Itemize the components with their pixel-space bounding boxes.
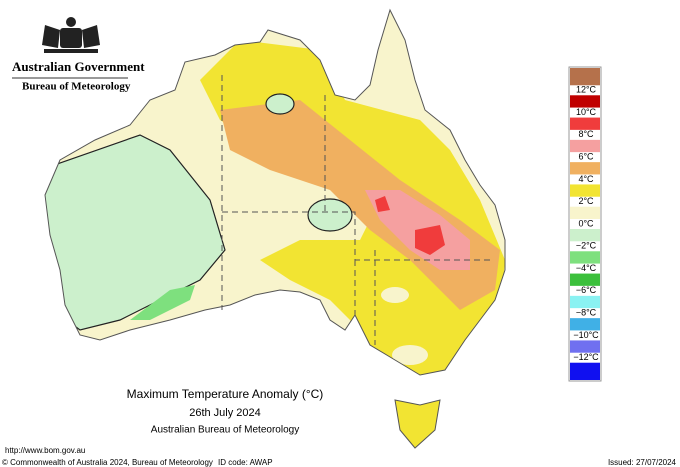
legend-swatch [570, 117, 600, 130]
legend-label: 2°C [578, 196, 594, 206]
legend-swatch [570, 95, 600, 108]
legend-swatch [570, 295, 600, 309]
legend-label: −12°C [573, 352, 599, 362]
legend-swatch [570, 139, 600, 153]
legend-label: 10°C [576, 107, 597, 117]
legend-label: 8°C [578, 129, 594, 139]
legend-swatch [570, 362, 600, 380]
legend-swatch [570, 340, 600, 353]
map-date: 26th July 2024 [189, 407, 261, 419]
legend-label: −8°C [576, 308, 597, 318]
legend-label: −10°C [573, 330, 599, 340]
legend-swatch [570, 68, 600, 86]
map-source: Australian Bureau of Meteorology [151, 425, 299, 436]
coastline [44, 8, 506, 449]
header-title: Australian Government [12, 59, 145, 74]
legend-swatch [570, 273, 600, 286]
legend-label: 6°C [578, 152, 594, 162]
legend-swatch [570, 162, 600, 175]
footer-url: http://www.bom.gov.au [5, 446, 85, 455]
legend-label: 4°C [578, 174, 594, 184]
header-subtitle: Bureau of Meteorology [22, 81, 131, 93]
legend-swatch [570, 206, 600, 219]
legend-swatch [570, 318, 600, 331]
footer-id-code: ID code: AWAP [218, 458, 273, 467]
coat-of-arms [42, 17, 100, 53]
legend-label: −4°C [576, 263, 597, 273]
state-borders [221, 75, 490, 345]
legend-label: 12°C [576, 85, 597, 95]
footer-copyright: © Commonwealth of Australia 2024, Bureau… [2, 458, 213, 467]
legend-swatch [570, 184, 600, 197]
legend-swatch [570, 229, 600, 242]
legend: 12°C 10°C 8°C 6°C 4°C 2°C 0°C −2°C −4°C −6°C −8°C −… [570, 68, 600, 380]
map-title: Maximum Temperature Anomaly (°C) [127, 387, 324, 401]
legend-label: 0°C [578, 218, 594, 228]
footer-issued: Issued: 27/07/2024 [608, 458, 677, 467]
legend-label: −2°C [576, 241, 597, 251]
legend-swatch [570, 251, 600, 264]
legend-label: −6°C [576, 285, 597, 295]
